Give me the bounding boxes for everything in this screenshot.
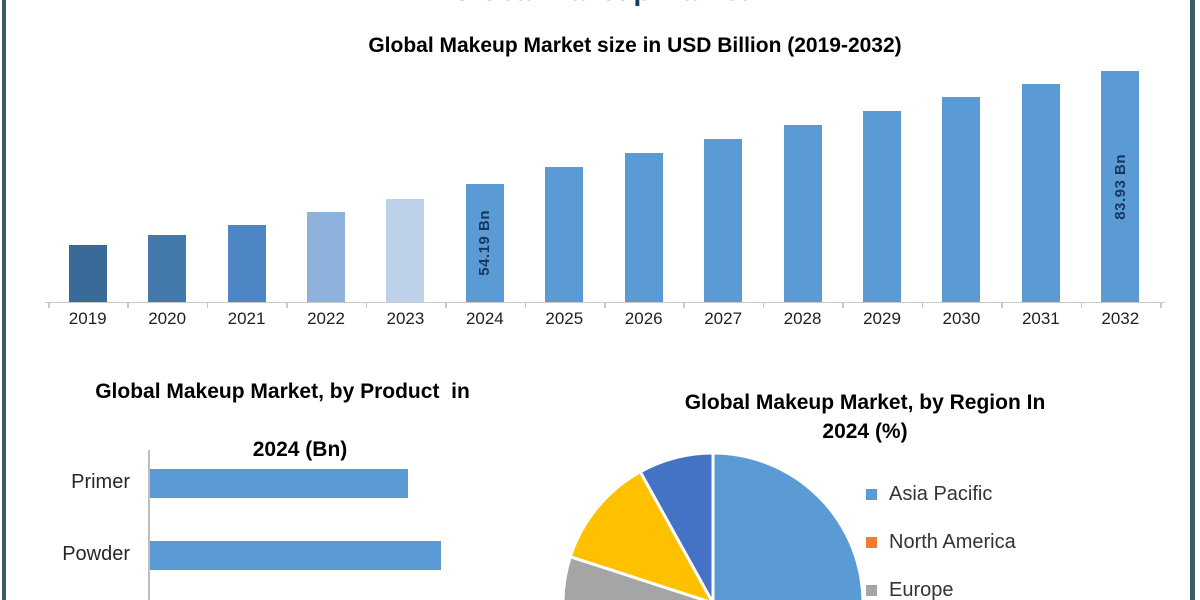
- x-axis-label-2031: 2031: [1021, 309, 1060, 328]
- bar-2019: [68, 245, 107, 302]
- pie-slice-asia-pacific: [711, 451, 865, 600]
- legend-label: Europe: [889, 578, 954, 600]
- bar-value-label: 83.93 Bn: [1111, 153, 1129, 220]
- market-size-plot-area: 54.19 Bn 83.93 Bn: [48, 65, 1160, 302]
- frame-border-left: [2, 0, 6, 600]
- x-axis-label-2023: 2023: [386, 309, 425, 328]
- legend-label: North America: [889, 530, 1016, 553]
- bar-2021: [227, 225, 266, 302]
- region-pie: [561, 451, 865, 600]
- product-title-line2: 2024 (Bn): [252, 438, 348, 461]
- pie-slice-unlabeled-3: [568, 469, 714, 600]
- market-size-x-labels: 2019 2020 2021 2022 2023 2024 2025 2026 2027 2028…: [48, 309, 1160, 333]
- legend-swatch-icon: [866, 488, 877, 500]
- axis-tick: [365, 303, 368, 308]
- region-title-line2: 2024 (%): [822, 420, 908, 443]
- bar-2027: [704, 139, 743, 302]
- x-axis-label-2026: 2026: [624, 309, 663, 328]
- frame-border-right: [1190, 0, 1195, 600]
- axis-tick: [1001, 303, 1003, 308]
- bar-2029: [863, 111, 901, 302]
- market-size-chart-title: Global Makeup Market size in USD Billion…: [368, 34, 902, 57]
- legend-item-north-america: North America: [866, 530, 1176, 554]
- axis-tick: [762, 303, 765, 308]
- axis-tick: [286, 303, 288, 308]
- bar-2031: [1021, 84, 1060, 302]
- x-axis-label-2022: 2022: [307, 309, 345, 328]
- pie-slice-unlabeled-4: [638, 451, 715, 600]
- bar-2030: [942, 97, 981, 302]
- x-axis-label-2020: 2020: [148, 309, 187, 328]
- bar-2028: [783, 125, 822, 302]
- region-title-line1: Global Makeup Market, by Region In: [684, 391, 1046, 414]
- product-chart-y-axis: [148, 450, 150, 600]
- x-axis-label-2032: 2032: [1101, 309, 1140, 328]
- bar-2024: 54.19 Bn: [465, 184, 504, 302]
- x-axis-label-2021: 2021: [227, 309, 266, 328]
- legend-label: Asia Pacific: [889, 482, 993, 505]
- bar-2026: [624, 153, 663, 302]
- bar-2025: [545, 167, 584, 302]
- axis-tick: [921, 303, 924, 308]
- product-label-primer: Primer: [71, 471, 130, 493]
- product-bar-powder: [150, 541, 441, 570]
- axis-tick: [445, 303, 447, 308]
- x-axis-label-2025: 2025: [545, 309, 584, 328]
- x-axis-label-2024: 2024: [465, 309, 504, 328]
- axis-tick: [1160, 303, 1162, 308]
- axis-tick: [842, 303, 844, 308]
- product-bar-primer: [150, 469, 408, 498]
- axis-tick: [206, 303, 209, 308]
- product-chart-title: Global Makeup Market, by Product in 2024…: [10, 377, 555, 493]
- x-axis-label-2027: 2027: [704, 309, 743, 328]
- axis-tick: [48, 303, 50, 308]
- axis-tick: [524, 303, 527, 308]
- axis-tick: [683, 303, 685, 308]
- bar-2023: [386, 199, 425, 302]
- legend-swatch-icon: [866, 536, 877, 548]
- axis-tick: [127, 303, 129, 308]
- x-axis-label-2030: 2030: [942, 309, 981, 328]
- cropped-page-heading: Global Makeup Market: [0, 0, 1200, 5]
- x-axis-label-2019: 2019: [68, 309, 107, 328]
- market-size-x-axis: [45, 302, 1165, 310]
- legend-item-europe: Europe: [866, 578, 1176, 600]
- product-chart: Global Makeup Market, by Product in 2024…: [10, 362, 555, 600]
- product-title-line1: Global Makeup Market, by Product in: [95, 380, 470, 403]
- x-axis-label-2028: 2028: [783, 309, 822, 328]
- axis-tick: [1080, 303, 1083, 308]
- bar-2020: [148, 235, 187, 302]
- legend-item-asia-pacific: Asia Pacific: [866, 482, 1176, 506]
- region-legend: Asia Pacific North America Europe: [866, 482, 1176, 600]
- axis-tick: [604, 303, 606, 308]
- x-axis-label-2029: 2029: [863, 309, 901, 328]
- legend-swatch-icon: [866, 584, 877, 596]
- region-chart-title: Global Makeup Market, by Region In 2024 …: [555, 388, 1175, 446]
- product-label-powder: Powder: [62, 543, 130, 565]
- bar-value-label: 54.19 Bn: [476, 210, 494, 276]
- bar-2022: [307, 212, 345, 302]
- bar-2032: 83.93 Bn: [1101, 71, 1140, 302]
